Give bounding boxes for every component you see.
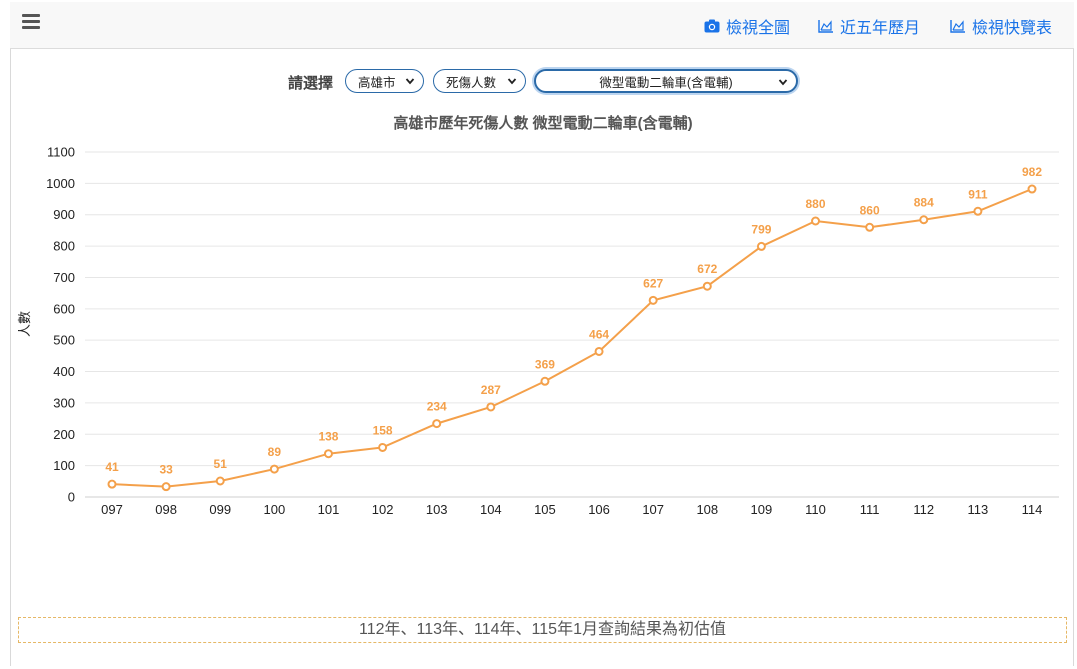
quick-view-table-link[interactable]: 檢視快覽表 (950, 14, 1052, 38)
data-label: 51 (214, 457, 228, 471)
x-tick-label: 102 (372, 502, 394, 517)
y-tick-label: 500 (53, 333, 75, 348)
data-point (161, 482, 171, 492)
hamburger-menu-icon[interactable] (22, 14, 40, 32)
data-point (648, 295, 658, 305)
data-point (107, 479, 117, 489)
y-tick-label: 300 (53, 395, 75, 410)
data-point (811, 216, 821, 226)
data-label: 880 (806, 197, 826, 211)
city-select-value: 高雄市 (358, 75, 396, 90)
estimate-note: 112年、113年、114年、115年1月查詢結果為初估值 (18, 617, 1067, 643)
data-point (215, 476, 225, 486)
data-point (432, 419, 442, 429)
y-tick-label: 0 (68, 490, 75, 505)
x-tick-label: 098 (155, 502, 177, 517)
y-tick-label: 600 (53, 301, 75, 316)
y-tick-label: 1000 (46, 176, 75, 191)
data-point (865, 222, 875, 232)
x-tick-label: 103 (426, 502, 448, 517)
data-label: 234 (427, 400, 447, 414)
data-point (1027, 184, 1037, 194)
quick-view-table-label: 檢視快覽表 (972, 20, 1053, 37)
data-label: 33 (159, 463, 173, 477)
x-tick-label: 109 (751, 502, 773, 517)
x-tick-label: 113 (968, 502, 989, 517)
data-label: 369 (535, 357, 555, 371)
x-tick-label: 114 (1022, 502, 1043, 517)
y-tick-label: 100 (53, 458, 75, 473)
data-label: 41 (105, 460, 119, 474)
data-point (269, 464, 279, 474)
x-tick-label: 099 (209, 502, 231, 517)
view-full-chart-link[interactable]: 檢視全圖 (704, 14, 790, 38)
series-line (111, 188, 1033, 488)
data-label: 627 (643, 276, 663, 290)
data-point (594, 346, 604, 356)
x-tick-label: 097 (101, 502, 123, 517)
x-tick-label: 111 (860, 502, 880, 517)
y-tick-label: 800 (53, 239, 75, 254)
x-tick-label: 101 (318, 502, 340, 517)
data-label: 799 (751, 222, 771, 236)
chevron-down-icon (507, 78, 517, 85)
x-tick-label: 104 (480, 502, 502, 517)
page-frame (10, 2, 1074, 666)
x-tick-label: 106 (588, 502, 610, 517)
y-tick-label: 900 (53, 207, 75, 222)
data-label: 911 (968, 187, 988, 201)
line-chart: 0 100 200 300 400 500 600 700 800 900 1000 1100 097 0… (17, 145, 1059, 517)
x-tick-label: 100 (264, 502, 286, 517)
x-tick-label: 107 (642, 502, 664, 517)
selector-row: 請選擇 高雄市 死傷人數 微型電動二輪車(含電輔) (0, 68, 1077, 96)
chart-title: 高雄市歷年死傷人數 微型電動二輪車(含電輔) (393, 115, 693, 132)
x-tick-label: 108 (696, 502, 718, 517)
data-label: 672 (697, 262, 717, 276)
x-tick-label: 112 (913, 502, 934, 517)
vehicle-type-select[interactable]: 微型電動二輪車(含電輔) (534, 69, 798, 93)
area-chart-icon (950, 20, 965, 33)
vehicle-type-select-value: 微型電動二輪車(含電輔) (599, 75, 733, 90)
selector-label: 請選擇 (288, 75, 334, 92)
x-tick-label: 105 (534, 502, 556, 517)
camera-icon (704, 19, 720, 33)
data-label: 138 (318, 430, 338, 444)
y-axis-label: 人數 (17, 311, 32, 337)
data-point (378, 442, 388, 452)
y-tick-label: 400 (53, 364, 75, 379)
y-tick-label: 200 (53, 427, 75, 442)
area-chart-icon (818, 20, 833, 33)
y-tick-label: 700 (53, 270, 75, 285)
data-point (973, 206, 983, 216)
data-label: 860 (860, 203, 880, 217)
data-point (323, 449, 333, 459)
x-tick-label: 110 (805, 502, 826, 517)
top-navbar (10, 2, 1074, 49)
city-select[interactable]: 高雄市 (345, 69, 424, 93)
y-tick-label: 1100 (47, 145, 75, 160)
five-year-monthly-link[interactable]: 近五年歷月 (818, 14, 920, 38)
view-full-chart-label: 檢視全圖 (726, 20, 791, 37)
metric-select[interactable]: 死傷人數 (433, 69, 526, 93)
data-point (540, 376, 550, 386)
data-label: 884 (914, 196, 934, 210)
data-point (702, 281, 712, 291)
chevron-down-icon (778, 79, 788, 86)
metric-select-value: 死傷人數 (446, 75, 497, 90)
data-label: 287 (481, 383, 501, 397)
data-label: 982 (1022, 165, 1042, 179)
chevron-down-icon (405, 78, 415, 85)
data-point (919, 215, 929, 225)
data-label: 464 (589, 327, 609, 341)
data-label: 158 (373, 423, 393, 437)
data-label: 89 (268, 445, 282, 459)
data-point (486, 402, 496, 412)
five-year-monthly-label: 近五年歷月 (840, 20, 921, 37)
data-point (756, 241, 766, 251)
